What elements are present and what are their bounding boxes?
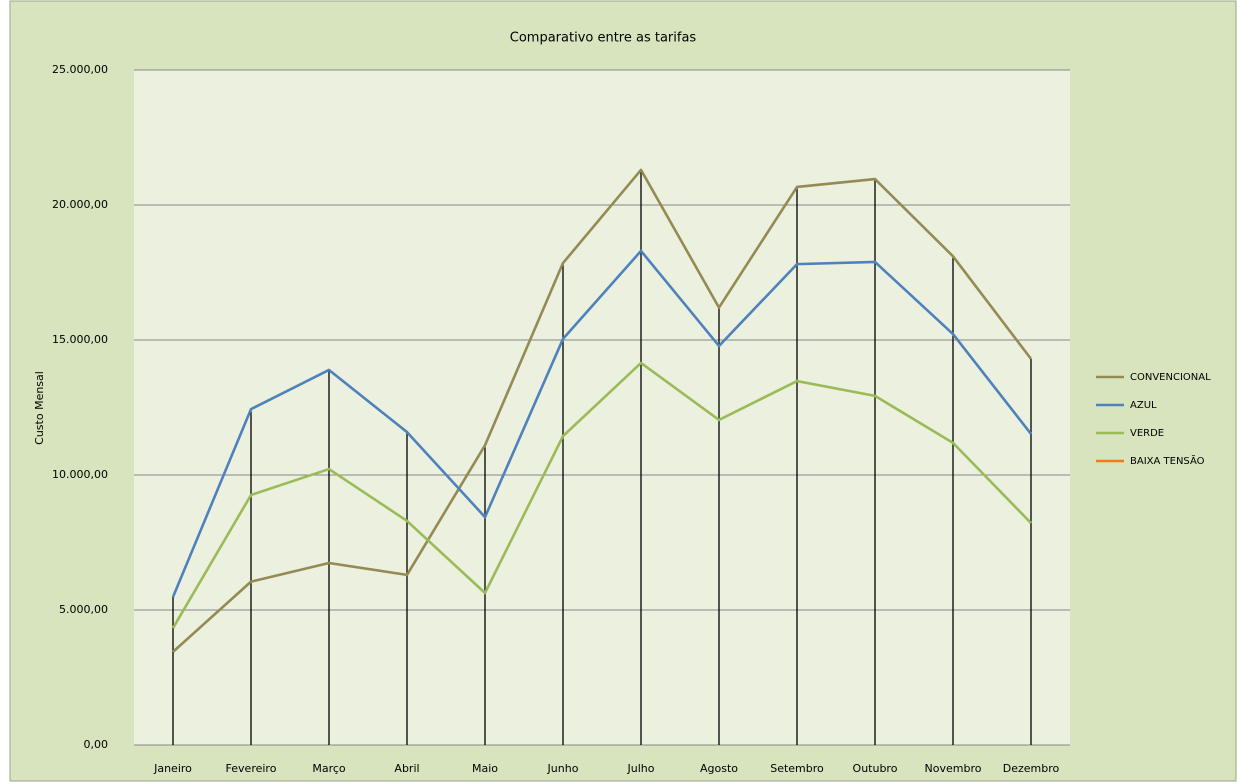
x-tick-label: Fevereiro: [226, 762, 277, 775]
x-tick-label: Setembro: [770, 762, 824, 775]
series-line: [172, 168, 1033, 653]
legend-label: CONVENCIONAL: [1130, 372, 1211, 383]
legend-label: BAIXA TENSÃO: [1130, 454, 1205, 467]
x-tick-label: Outubro: [853, 762, 898, 775]
y-tick-label: 10.000,00: [52, 468, 108, 481]
x-tick-label: Janeiro: [153, 762, 192, 775]
x-tick-label: Dezembro: [1003, 762, 1060, 775]
y-tick-label: 15.000,00: [52, 333, 108, 346]
x-tick-label: Junho: [547, 762, 579, 775]
series-line: [171, 361, 1032, 629]
chart-title: Comparativo entre as tarifas: [510, 31, 697, 46]
plot-area: [134, 70, 1070, 745]
x-tick-label: Março: [312, 762, 346, 775]
y-tick-label: 0,00: [84, 738, 109, 751]
x-tick-label: Agosto: [700, 762, 738, 775]
x-tick-label: Abril: [394, 762, 419, 775]
legend-label: VERDE: [1130, 428, 1164, 439]
legend-label: AZUL: [1130, 400, 1157, 411]
x-tick-label: Julho: [627, 762, 655, 775]
series-line: [171, 249, 1033, 598]
x-tick-label: Maio: [472, 762, 498, 775]
x-tick-label: Novembro: [925, 762, 982, 775]
y-tick-label: 20.000,00: [52, 198, 108, 211]
y-tick-label: 5.000,00: [59, 603, 108, 616]
y-tick-label: 25.000,00: [52, 63, 108, 76]
y-axis-label: Custo Mensal: [33, 371, 46, 445]
